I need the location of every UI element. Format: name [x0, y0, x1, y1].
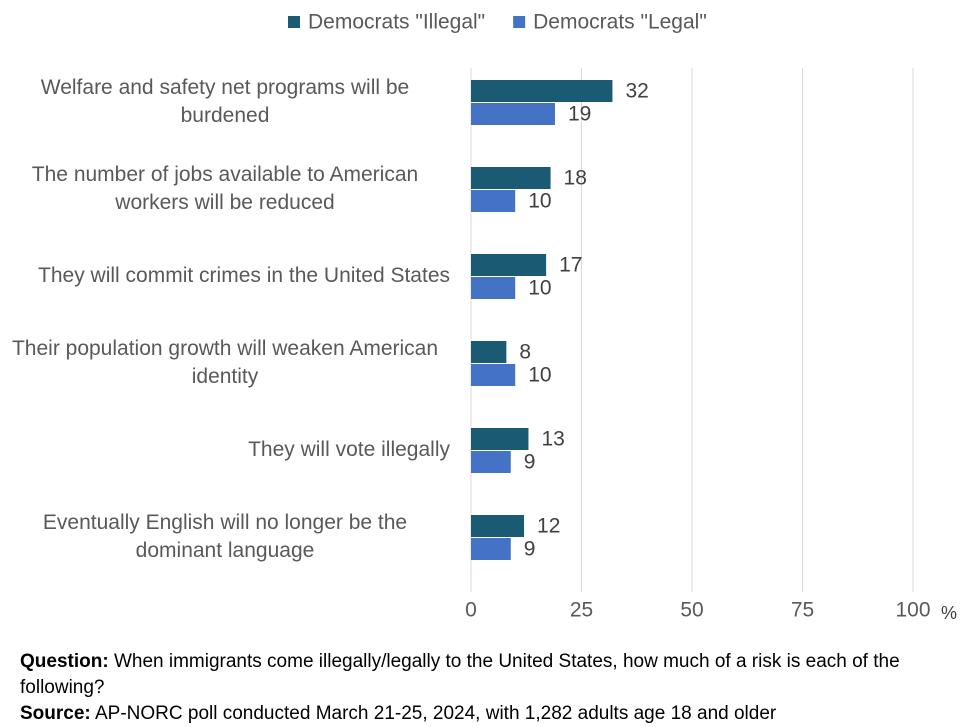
value-label: 8 — [519, 341, 531, 364]
bar — [471, 103, 555, 125]
bar — [471, 451, 511, 473]
value-label: 12 — [537, 515, 560, 538]
legend-label: Democrats "Illegal" — [308, 11, 485, 34]
value-label: 10 — [528, 364, 551, 387]
bar — [471, 190, 516, 212]
category-text: They will commit crimes in the United St… — [38, 264, 450, 287]
value-label: 18 — [564, 167, 587, 190]
category-text: Eventually English will no longer be the… — [42, 511, 408, 562]
category-label: They will commit crimes in the United St… — [0, 262, 450, 290]
category-text: They will vote illegally — [248, 438, 450, 461]
category-label: Eventually English will no longer be the… — [0, 509, 450, 565]
legend-swatch — [288, 16, 300, 28]
category-label: Their population growth will weaken Amer… — [0, 335, 450, 391]
source: Source: AP-NORC poll conducted March 21-… — [20, 701, 920, 727]
category-text: Their population growth will weaken Amer… — [11, 337, 439, 388]
bar — [471, 80, 613, 102]
question: Question: When immigrants come illegally… — [20, 649, 920, 701]
value-label: 17 — [559, 254, 582, 277]
value-label: 13 — [541, 428, 564, 451]
x-tick-label: 25 — [570, 599, 593, 622]
category-label: Welfare and safety net programs will be … — [0, 74, 450, 130]
chart: 0 25 50 75 100 % Democrats "Illegal" Democrats … — [288, 11, 957, 623]
bar — [471, 254, 547, 276]
footnote: Question: When immigrants come illegally… — [20, 649, 920, 727]
x-tick-label: 50 — [680, 599, 703, 622]
value-label: 32 — [625, 80, 648, 103]
question-text: When immigrants come illegally/legally t… — [20, 651, 900, 698]
legend-label: Democrats "Legal" — [533, 11, 707, 34]
value-label: 9 — [524, 451, 536, 474]
x-tick-label: 0 — [465, 599, 477, 622]
category-label: The number of jobs available to American… — [0, 161, 450, 217]
source-text: AP-NORC poll conducted March 21-25, 2024… — [94, 703, 777, 724]
bar — [471, 515, 525, 537]
bar — [471, 341, 507, 363]
bar — [471, 277, 516, 299]
bar — [471, 364, 516, 386]
value-label: 10 — [528, 190, 551, 213]
bar — [471, 538, 511, 560]
x-axis-unit: % — [941, 603, 957, 623]
category-text: The number of jobs available to American… — [31, 163, 419, 214]
legend-swatch — [513, 16, 526, 28]
x-tick-label: 75 — [791, 599, 814, 622]
value-label: 9 — [524, 538, 536, 561]
category-text: Welfare and safety net programs will be … — [40, 76, 410, 127]
bar — [471, 167, 551, 189]
value-label: 19 — [568, 103, 591, 126]
category-label: They will vote illegally — [0, 436, 450, 464]
x-tick-label: 100 — [895, 599, 930, 622]
question-label: Question: — [20, 651, 109, 672]
bar — [471, 428, 529, 450]
value-label: 10 — [528, 277, 551, 300]
source-label: Source: — [20, 703, 91, 724]
